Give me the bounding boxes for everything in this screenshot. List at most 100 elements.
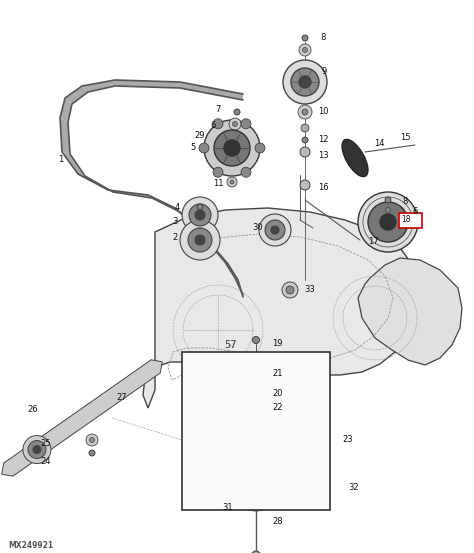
Text: 21: 21 (272, 368, 283, 378)
Circle shape (236, 420, 242, 426)
Polygon shape (358, 258, 462, 365)
Ellipse shape (342, 139, 368, 177)
Text: 1: 1 (58, 155, 63, 164)
Text: 5: 5 (190, 143, 195, 153)
Polygon shape (62, 152, 85, 176)
Polygon shape (175, 208, 198, 228)
Text: 31: 31 (222, 503, 233, 513)
Circle shape (282, 282, 298, 298)
Text: 17: 17 (368, 237, 379, 247)
Text: 7: 7 (215, 106, 220, 114)
Circle shape (224, 408, 288, 472)
Text: 8: 8 (402, 197, 407, 206)
Circle shape (385, 207, 391, 212)
Text: 20: 20 (272, 389, 283, 398)
Ellipse shape (245, 503, 267, 511)
Circle shape (188, 228, 212, 252)
Text: 8: 8 (320, 34, 325, 43)
Circle shape (241, 119, 251, 129)
Circle shape (189, 204, 211, 226)
Circle shape (246, 488, 266, 508)
Circle shape (283, 60, 327, 104)
Circle shape (182, 197, 218, 233)
Circle shape (188, 226, 196, 234)
Circle shape (33, 446, 41, 453)
Circle shape (251, 491, 261, 501)
Circle shape (230, 180, 234, 184)
Text: 25: 25 (40, 440, 51, 448)
Text: 16: 16 (318, 184, 328, 192)
Circle shape (195, 235, 205, 245)
Circle shape (385, 197, 391, 203)
Text: 19: 19 (272, 338, 283, 347)
Circle shape (195, 210, 205, 220)
Text: 14: 14 (374, 138, 384, 148)
Circle shape (236, 420, 276, 460)
Text: 22: 22 (272, 403, 283, 411)
Circle shape (302, 137, 308, 143)
Polygon shape (213, 248, 228, 264)
Circle shape (197, 204, 203, 210)
Text: 57: 57 (224, 340, 236, 350)
Text: 15: 15 (400, 133, 410, 143)
Polygon shape (78, 174, 113, 192)
Circle shape (270, 420, 276, 426)
FancyBboxPatch shape (400, 212, 422, 227)
Circle shape (248, 432, 264, 448)
Text: 12: 12 (318, 135, 328, 144)
Circle shape (298, 105, 312, 119)
Circle shape (244, 484, 268, 508)
Polygon shape (60, 118, 70, 154)
Circle shape (213, 119, 223, 129)
Circle shape (255, 143, 265, 153)
Circle shape (302, 109, 308, 115)
Circle shape (259, 214, 291, 246)
Ellipse shape (246, 397, 266, 403)
Circle shape (247, 487, 265, 505)
Circle shape (252, 494, 260, 502)
Polygon shape (108, 190, 152, 198)
Polygon shape (60, 98, 72, 122)
Text: 57: 57 (224, 340, 236, 350)
Text: MX249921: MX249921 (8, 540, 53, 550)
Circle shape (382, 204, 394, 216)
Circle shape (227, 177, 237, 187)
Text: 3: 3 (172, 217, 177, 227)
Text: 33: 33 (304, 284, 315, 294)
Polygon shape (225, 262, 238, 280)
Polygon shape (148, 195, 178, 211)
Text: 4: 4 (175, 202, 180, 211)
Circle shape (270, 454, 276, 460)
Polygon shape (2, 360, 162, 476)
Circle shape (253, 336, 259, 343)
Circle shape (234, 109, 240, 115)
Circle shape (233, 122, 237, 127)
Polygon shape (195, 225, 216, 250)
Circle shape (299, 44, 311, 56)
Circle shape (302, 48, 308, 53)
Circle shape (265, 220, 285, 240)
Circle shape (229, 118, 241, 130)
Circle shape (180, 220, 220, 260)
Text: 30: 30 (252, 223, 263, 232)
Polygon shape (235, 278, 243, 297)
Polygon shape (143, 208, 420, 408)
Text: 23: 23 (342, 436, 353, 445)
Circle shape (244, 360, 268, 384)
Circle shape (86, 434, 98, 446)
Text: 9: 9 (322, 67, 327, 76)
Circle shape (89, 450, 95, 456)
Ellipse shape (246, 481, 266, 487)
Circle shape (214, 130, 250, 166)
Circle shape (291, 68, 319, 96)
Circle shape (23, 436, 51, 463)
Circle shape (28, 441, 46, 458)
Polygon shape (82, 80, 115, 92)
Text: 13: 13 (318, 150, 328, 159)
Circle shape (300, 180, 310, 190)
Text: 2: 2 (172, 233, 177, 243)
Circle shape (301, 124, 309, 132)
Circle shape (380, 214, 396, 230)
Circle shape (271, 226, 279, 234)
Circle shape (90, 437, 94, 442)
